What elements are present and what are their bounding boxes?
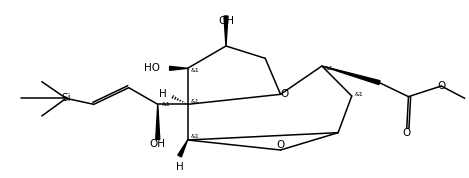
Text: HO: HO — [144, 63, 159, 73]
Text: O: O — [437, 81, 446, 91]
Polygon shape — [156, 104, 160, 139]
Text: OH: OH — [150, 139, 166, 149]
Text: O: O — [402, 128, 411, 138]
Text: &1: &1 — [190, 99, 199, 104]
Text: &1: &1 — [355, 91, 363, 96]
Text: &1: &1 — [325, 66, 333, 70]
Polygon shape — [178, 140, 188, 157]
Polygon shape — [224, 16, 228, 46]
Text: O: O — [276, 140, 285, 150]
Text: &1: &1 — [190, 68, 199, 73]
Text: O: O — [280, 89, 289, 99]
Text: H: H — [159, 89, 166, 99]
Text: &1: &1 — [190, 135, 199, 140]
Text: H: H — [176, 162, 183, 172]
Text: Si: Si — [61, 93, 71, 103]
Polygon shape — [322, 66, 380, 85]
Text: OH: OH — [218, 16, 234, 26]
Polygon shape — [170, 66, 188, 70]
Text: &1: &1 — [161, 102, 170, 107]
